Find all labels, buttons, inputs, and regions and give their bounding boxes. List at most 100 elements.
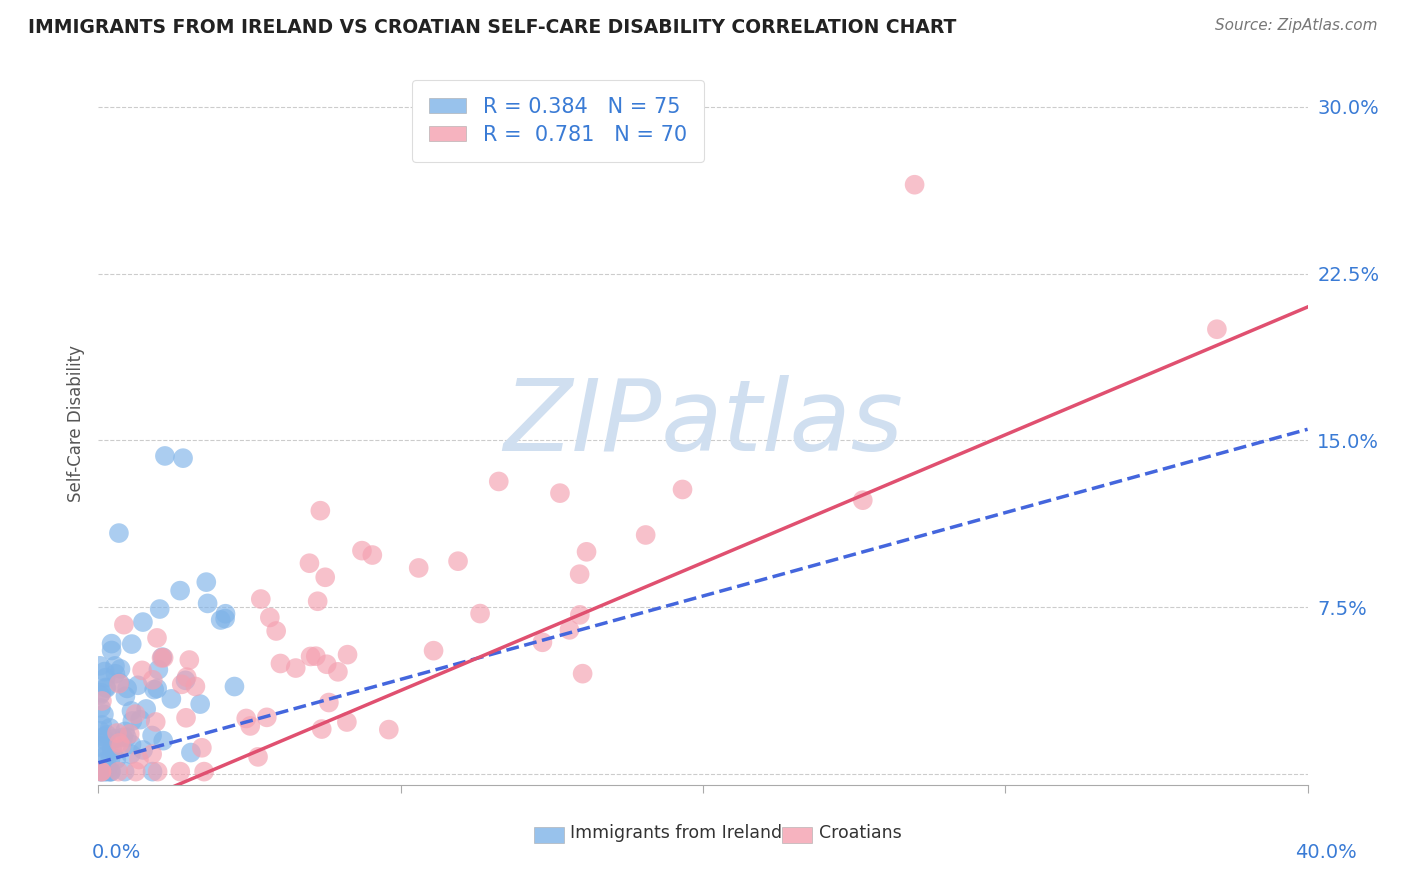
Point	[142, 673, 165, 687]
Point	[169, 583, 191, 598]
Point	[135, 702, 157, 716]
Bar	[534, 827, 564, 843]
Point	[152, 650, 174, 665]
Text: 0.0%: 0.0%	[91, 843, 141, 862]
Point	[141, 747, 163, 761]
Point	[568, 567, 591, 582]
Point	[118, 727, 141, 741]
Point	[89, 764, 111, 779]
Point	[114, 724, 136, 739]
Point	[214, 607, 236, 621]
Legend: R = 0.384   N = 75, R =  0.781   N = 70: R = 0.384 N = 75, R = 0.781 N = 70	[412, 80, 704, 161]
Point	[179, 653, 201, 667]
Point	[149, 602, 172, 616]
Point	[141, 729, 163, 743]
Point	[249, 592, 271, 607]
Point	[447, 554, 470, 568]
Point	[115, 731, 138, 745]
Point	[575, 545, 598, 559]
Point	[336, 714, 359, 729]
Point	[108, 675, 131, 690]
Text: 40.0%: 40.0%	[1295, 843, 1357, 862]
Point	[571, 666, 593, 681]
Point	[121, 704, 143, 718]
Point	[172, 451, 194, 466]
Point	[94, 681, 117, 695]
Point	[174, 673, 197, 688]
Point	[121, 714, 143, 728]
Point	[160, 691, 183, 706]
Point	[132, 615, 155, 629]
Point	[307, 594, 329, 608]
Point	[96, 764, 118, 779]
Point	[214, 611, 236, 625]
Point	[89, 688, 111, 702]
Point	[224, 680, 246, 694]
Point	[531, 635, 554, 649]
Point	[108, 676, 131, 690]
Point	[110, 662, 132, 676]
Point	[1206, 322, 1229, 336]
Point	[169, 764, 191, 779]
Point	[152, 733, 174, 747]
Point	[378, 723, 401, 737]
Point	[94, 671, 117, 685]
Point	[153, 449, 176, 463]
Point	[197, 596, 219, 610]
Point	[101, 741, 124, 756]
Point	[90, 764, 112, 779]
Point	[94, 734, 117, 748]
Point	[148, 663, 170, 677]
Point	[852, 493, 875, 508]
Point	[89, 723, 111, 738]
Point	[468, 607, 491, 621]
Point	[634, 528, 657, 542]
Point	[247, 750, 270, 764]
Point	[191, 740, 214, 755]
Point	[98, 721, 121, 735]
Point	[299, 649, 322, 664]
Point	[94, 748, 117, 763]
Point	[269, 657, 291, 671]
Text: IMMIGRANTS FROM IRELAND VS CROATIAN SELF-CARE DISABILITY CORRELATION CHART: IMMIGRANTS FROM IRELAND VS CROATIAN SELF…	[28, 18, 956, 37]
Point	[129, 713, 152, 727]
Point	[108, 736, 131, 750]
Point	[188, 697, 211, 711]
Point	[193, 764, 215, 779]
Point	[146, 681, 169, 696]
Point	[128, 752, 150, 766]
Bar	[782, 827, 811, 843]
Text: ZIPatlas: ZIPatlas	[503, 376, 903, 472]
Point	[309, 504, 332, 518]
Point	[105, 752, 128, 766]
Point	[146, 631, 169, 645]
Point	[112, 731, 135, 745]
Point	[120, 747, 142, 761]
Point	[124, 707, 146, 722]
Point	[422, 643, 444, 657]
Point	[311, 722, 333, 736]
Point	[121, 637, 143, 651]
Point	[114, 690, 136, 704]
Point	[264, 624, 287, 638]
Point	[104, 666, 127, 681]
Point	[90, 701, 112, 715]
Point	[298, 556, 321, 570]
Point	[568, 607, 591, 622]
Point	[90, 686, 112, 700]
Point	[150, 651, 173, 665]
Point	[125, 764, 148, 779]
Point	[114, 764, 136, 779]
Point	[488, 475, 510, 489]
Point	[112, 617, 135, 632]
Point	[141, 764, 163, 779]
Point	[115, 681, 138, 696]
Y-axis label: Self-Care Disability: Self-Care Disability	[66, 345, 84, 502]
Point	[180, 746, 202, 760]
Point	[108, 526, 131, 541]
Point	[90, 764, 112, 779]
Point	[110, 739, 132, 753]
Point	[143, 682, 166, 697]
Point	[96, 754, 118, 768]
Point	[105, 726, 128, 740]
